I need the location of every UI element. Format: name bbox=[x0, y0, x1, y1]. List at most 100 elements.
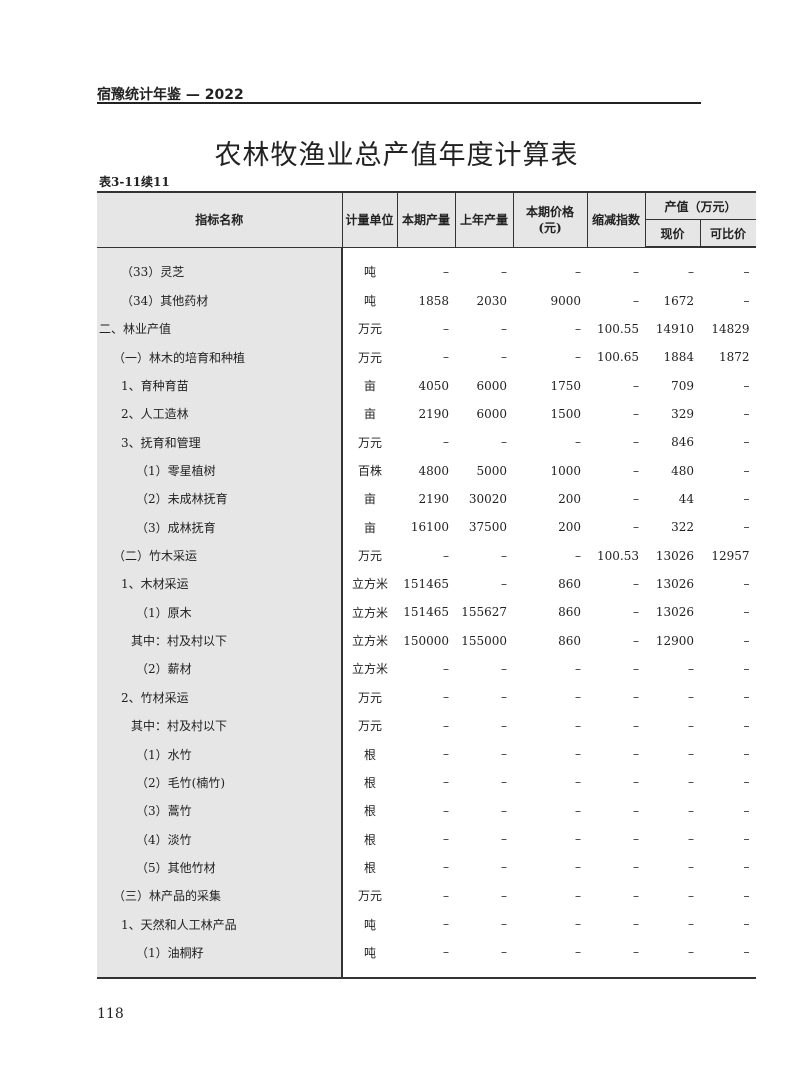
row-name: （2）薪材 bbox=[97, 654, 343, 684]
row-value: – bbox=[575, 264, 581, 279]
row-value: – bbox=[688, 803, 694, 818]
row-name: 1、木材采运 bbox=[97, 569, 343, 599]
row-value: – bbox=[443, 803, 449, 818]
row-value: – bbox=[688, 265, 694, 280]
row-value: 37500 bbox=[468, 520, 507, 535]
row-value: – bbox=[743, 633, 750, 648]
row-value: 1000 bbox=[550, 463, 581, 478]
row-value: – bbox=[688, 917, 694, 932]
row-unit: 立方米 bbox=[351, 634, 388, 649]
row-value: 13026 bbox=[655, 605, 694, 620]
table-row: 其中：村及村以下 万元 – – – – – – bbox=[97, 711, 756, 740]
row-name: （一）林木的培育和种植 bbox=[97, 343, 343, 372]
row-value: – bbox=[688, 718, 694, 733]
row-value: 5000 bbox=[476, 463, 507, 478]
row-name: 1、天然和人工林产品 bbox=[97, 909, 343, 939]
row-value: – bbox=[443, 888, 449, 903]
row-value: 2190 bbox=[418, 406, 449, 421]
row-value: – bbox=[575, 718, 581, 733]
row-name: 1、育种育苗 bbox=[97, 371, 343, 400]
row-value: 4800 bbox=[418, 463, 449, 478]
row-value: 1872 bbox=[718, 350, 750, 365]
row-value: – bbox=[633, 633, 639, 648]
row-value: – bbox=[575, 321, 581, 336]
row-value: – bbox=[743, 888, 750, 903]
row-value: – bbox=[443, 747, 449, 762]
row-value: 846 bbox=[671, 435, 694, 450]
table-row: （二）竹木采运 万元 – – – 100.53 13026 12957 bbox=[97, 541, 756, 570]
row-value: 6000 bbox=[476, 378, 507, 393]
row-value: 480 bbox=[671, 463, 694, 478]
row-value: – bbox=[501, 917, 507, 932]
row-value: – bbox=[633, 491, 639, 506]
row-unit: 万元 bbox=[357, 322, 382, 337]
table-row: 3、抚育和管理 万元 – – – – 846 – bbox=[97, 428, 756, 457]
row-value: 1750 bbox=[550, 378, 581, 393]
table-row: 1、天然和人工林产品 吨 – – – – – – bbox=[97, 909, 756, 939]
row-value: – bbox=[575, 661, 581, 676]
row-value: – bbox=[501, 775, 507, 790]
row-name: （1）原木 bbox=[97, 598, 343, 627]
row-value: – bbox=[688, 775, 694, 790]
row-unit: 根 bbox=[363, 775, 376, 790]
row-value: 1884 bbox=[663, 350, 694, 365]
row-value: – bbox=[743, 406, 750, 421]
row-name: （1）零星植树 bbox=[97, 456, 343, 485]
header-comparable-price: 可比价 bbox=[699, 219, 756, 248]
row-unit: 万元 bbox=[357, 719, 382, 734]
row-name: （1）水竹 bbox=[97, 739, 343, 769]
row-value: – bbox=[688, 747, 694, 762]
row-value: – bbox=[501, 435, 507, 450]
row-value: – bbox=[443, 548, 449, 563]
row-value: – bbox=[443, 775, 449, 790]
row-value: 100.55 bbox=[597, 321, 639, 336]
row-value: – bbox=[575, 888, 581, 903]
row-value: – bbox=[501, 718, 507, 733]
row-value: 100.65 bbox=[597, 350, 639, 365]
row-value: 1500 bbox=[550, 406, 581, 421]
row-value: – bbox=[743, 803, 750, 818]
row-value: – bbox=[688, 860, 694, 875]
table-row: （2）薪材 立方米 – – – – – – bbox=[97, 654, 756, 684]
header-value-group: 产值（万元） bbox=[644, 191, 756, 220]
row-name: 2、人工造林 bbox=[97, 399, 343, 429]
row-value: 151465 bbox=[403, 605, 449, 620]
table-body: （33）灵芝吨 – – – – – – （34）其他药材吨 1858 2030 9000–1672–… bbox=[97, 247, 756, 979]
row-value: – bbox=[743, 435, 750, 450]
row-value: – bbox=[575, 548, 581, 563]
row-value: – bbox=[501, 803, 507, 818]
row-value: – bbox=[443, 661, 449, 676]
row-unit: 亩 bbox=[363, 520, 376, 535]
row-value: 200 bbox=[558, 491, 581, 506]
row-value: – bbox=[645, 938, 700, 979]
table-number: 表3-11续11 bbox=[99, 175, 170, 189]
row-value: – bbox=[443, 718, 449, 733]
header-cur-output: 本期产量 bbox=[396, 191, 455, 248]
row-value: 2030 bbox=[476, 293, 507, 308]
row-value: – bbox=[633, 917, 639, 932]
row-value: 100.53 bbox=[597, 548, 639, 563]
table-row: （1）水竹 根 – – – – – – bbox=[97, 739, 756, 769]
row-unit: 亩 bbox=[363, 379, 376, 394]
header-rule bbox=[97, 102, 701, 104]
table-row: 2、人工造林 亩 2190 6000 1500 – 329 – bbox=[97, 399, 756, 429]
row-value: – bbox=[743, 576, 750, 591]
row-value: – bbox=[501, 832, 507, 847]
row-unit: 吨 bbox=[363, 917, 376, 932]
row-value: 860 bbox=[558, 605, 581, 620]
row-value: – bbox=[743, 832, 750, 847]
row-unit: 亩 bbox=[363, 407, 376, 422]
table-row: （5）其他竹材 根 – – – – – – bbox=[97, 853, 756, 882]
row-unit: 万元 bbox=[357, 549, 382, 564]
row-value: 329 bbox=[671, 406, 694, 421]
row-value: – bbox=[633, 264, 639, 279]
row-value: 1858 bbox=[418, 293, 449, 308]
row-value: – bbox=[575, 860, 581, 875]
row-value: – bbox=[575, 747, 581, 762]
row-value: – bbox=[501, 548, 507, 563]
row-value: – bbox=[443, 350, 449, 365]
row-value: – bbox=[455, 938, 513, 979]
row-value: – bbox=[633, 747, 639, 762]
row-value: – bbox=[633, 690, 639, 705]
